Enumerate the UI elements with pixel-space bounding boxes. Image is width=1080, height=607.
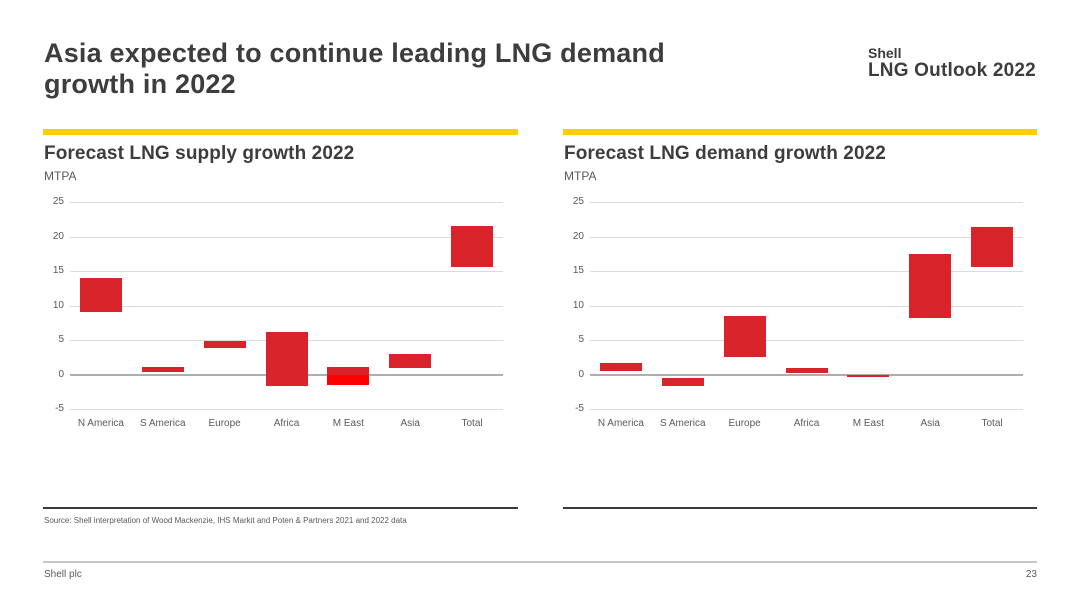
gridline — [590, 409, 1023, 410]
supply-chart-plot: 25 20 15 10 5 0 -5 N America S America Europe Afri… — [53, 196, 503, 429]
page-title-line2: growth in 2022 — [44, 69, 236, 99]
gridline — [70, 236, 503, 238]
range-bar-total — [971, 226, 1014, 267]
range-bar-europe — [723, 315, 766, 357]
gridline — [70, 271, 503, 272]
x-category-label: Europe — [728, 418, 761, 429]
gridline — [70, 202, 503, 203]
y-tick-label: -5 — [55, 403, 64, 414]
gridline — [590, 202, 1023, 203]
yellow-accent-bar — [563, 129, 1037, 135]
x-category-label: N America — [77, 418, 124, 429]
y-tick-label: 15 — [52, 265, 64, 276]
range-bar-m-east — [847, 374, 890, 378]
y-tick-label: 10 — [572, 299, 584, 311]
y-tick-label: 20 — [52, 230, 64, 242]
y-tick-label: 20 — [572, 230, 584, 242]
demand-chart-plot: 25 20 15 10 5 0 -5 N America S America Europe Afri… — [573, 196, 1023, 429]
x-category-label: Total — [461, 418, 483, 429]
x-category-label: Europe — [208, 418, 241, 429]
gridline — [590, 271, 1023, 272]
gridline — [70, 305, 503, 307]
x-category-label: M East — [332, 418, 364, 429]
y-tick-label: 25 — [572, 196, 584, 207]
range-bar-africa — [785, 367, 828, 374]
range-bar-total — [451, 226, 494, 267]
x-category-label: Asia — [400, 418, 420, 429]
zero-gridline — [590, 373, 1023, 376]
logo-product: LNG Outlook 2022 — [868, 60, 1036, 81]
range-bar-s-america — [661, 377, 704, 386]
bright-segment-m-east — [327, 374, 370, 385]
gridline — [590, 236, 1023, 238]
range-bar-asia — [909, 254, 952, 318]
y-tick-label: 5 — [58, 334, 64, 345]
range-bar-africa — [265, 331, 308, 386]
x-category-label: Africa — [273, 418, 300, 429]
y-tick-label: 10 — [52, 299, 64, 311]
gridline — [590, 340, 1023, 341]
x-category-label: Asia — [920, 418, 940, 429]
y-tick-label: 0 — [58, 368, 64, 380]
demand-chart-panel: Forecast LNG demand growth 2022 MTPA 25 2… — [563, 129, 1037, 531]
x-category-label: S America — [659, 418, 706, 429]
gridline — [590, 305, 1023, 307]
supply-chart-unit-label: MTPA — [44, 169, 77, 183]
x-category-label: Total — [981, 418, 1003, 429]
supply-chart-bottom-rule — [43, 507, 518, 509]
source-note: Source: Shell interpretation of Wood Mac… — [44, 516, 407, 525]
footer-page-number: 23 — [1025, 569, 1037, 580]
page-title-line1: Asia expected to continue leading LNG de… — [44, 38, 665, 68]
y-tick-label: 25 — [52, 196, 64, 207]
supply-chart-title: Forecast LNG supply growth 2022 — [44, 143, 355, 164]
range-bar-n-america — [79, 277, 122, 313]
demand-chart-bottom-rule — [563, 507, 1037, 509]
x-category-label: M East — [852, 418, 884, 429]
y-tick-label: 0 — [578, 368, 584, 380]
x-category-label: S America — [139, 418, 186, 429]
range-bar-n-america — [599, 362, 642, 372]
x-category-label: Africa — [793, 418, 820, 429]
demand-chart-title: Forecast LNG demand growth 2022 — [564, 143, 886, 164]
range-bar-asia — [389, 353, 432, 368]
yellow-accent-bar — [43, 129, 518, 135]
y-tick-label: 5 — [578, 334, 584, 345]
supply-chart-panel: Forecast LNG supply growth 2022 MTPA 25 2… — [43, 129, 518, 531]
logo-brand: Shell — [868, 45, 902, 61]
shell-lng-outlook-logo: Shell LNG Outlook 2022 — [868, 46, 1038, 81]
range-bar-s-america — [141, 366, 184, 373]
y-tick-label: 15 — [572, 265, 584, 276]
y-tick-label: -5 — [575, 403, 584, 414]
gridline — [70, 409, 503, 410]
footer-company: Shell plc — [44, 569, 82, 580]
footer-divider — [43, 561, 1037, 563]
demand-chart-unit-label: MTPA — [564, 169, 597, 183]
page-title: Asia expected to continue leading LNG de… — [44, 38, 764, 100]
range-bar-europe — [203, 341, 246, 348]
x-category-label: N America — [597, 418, 644, 429]
